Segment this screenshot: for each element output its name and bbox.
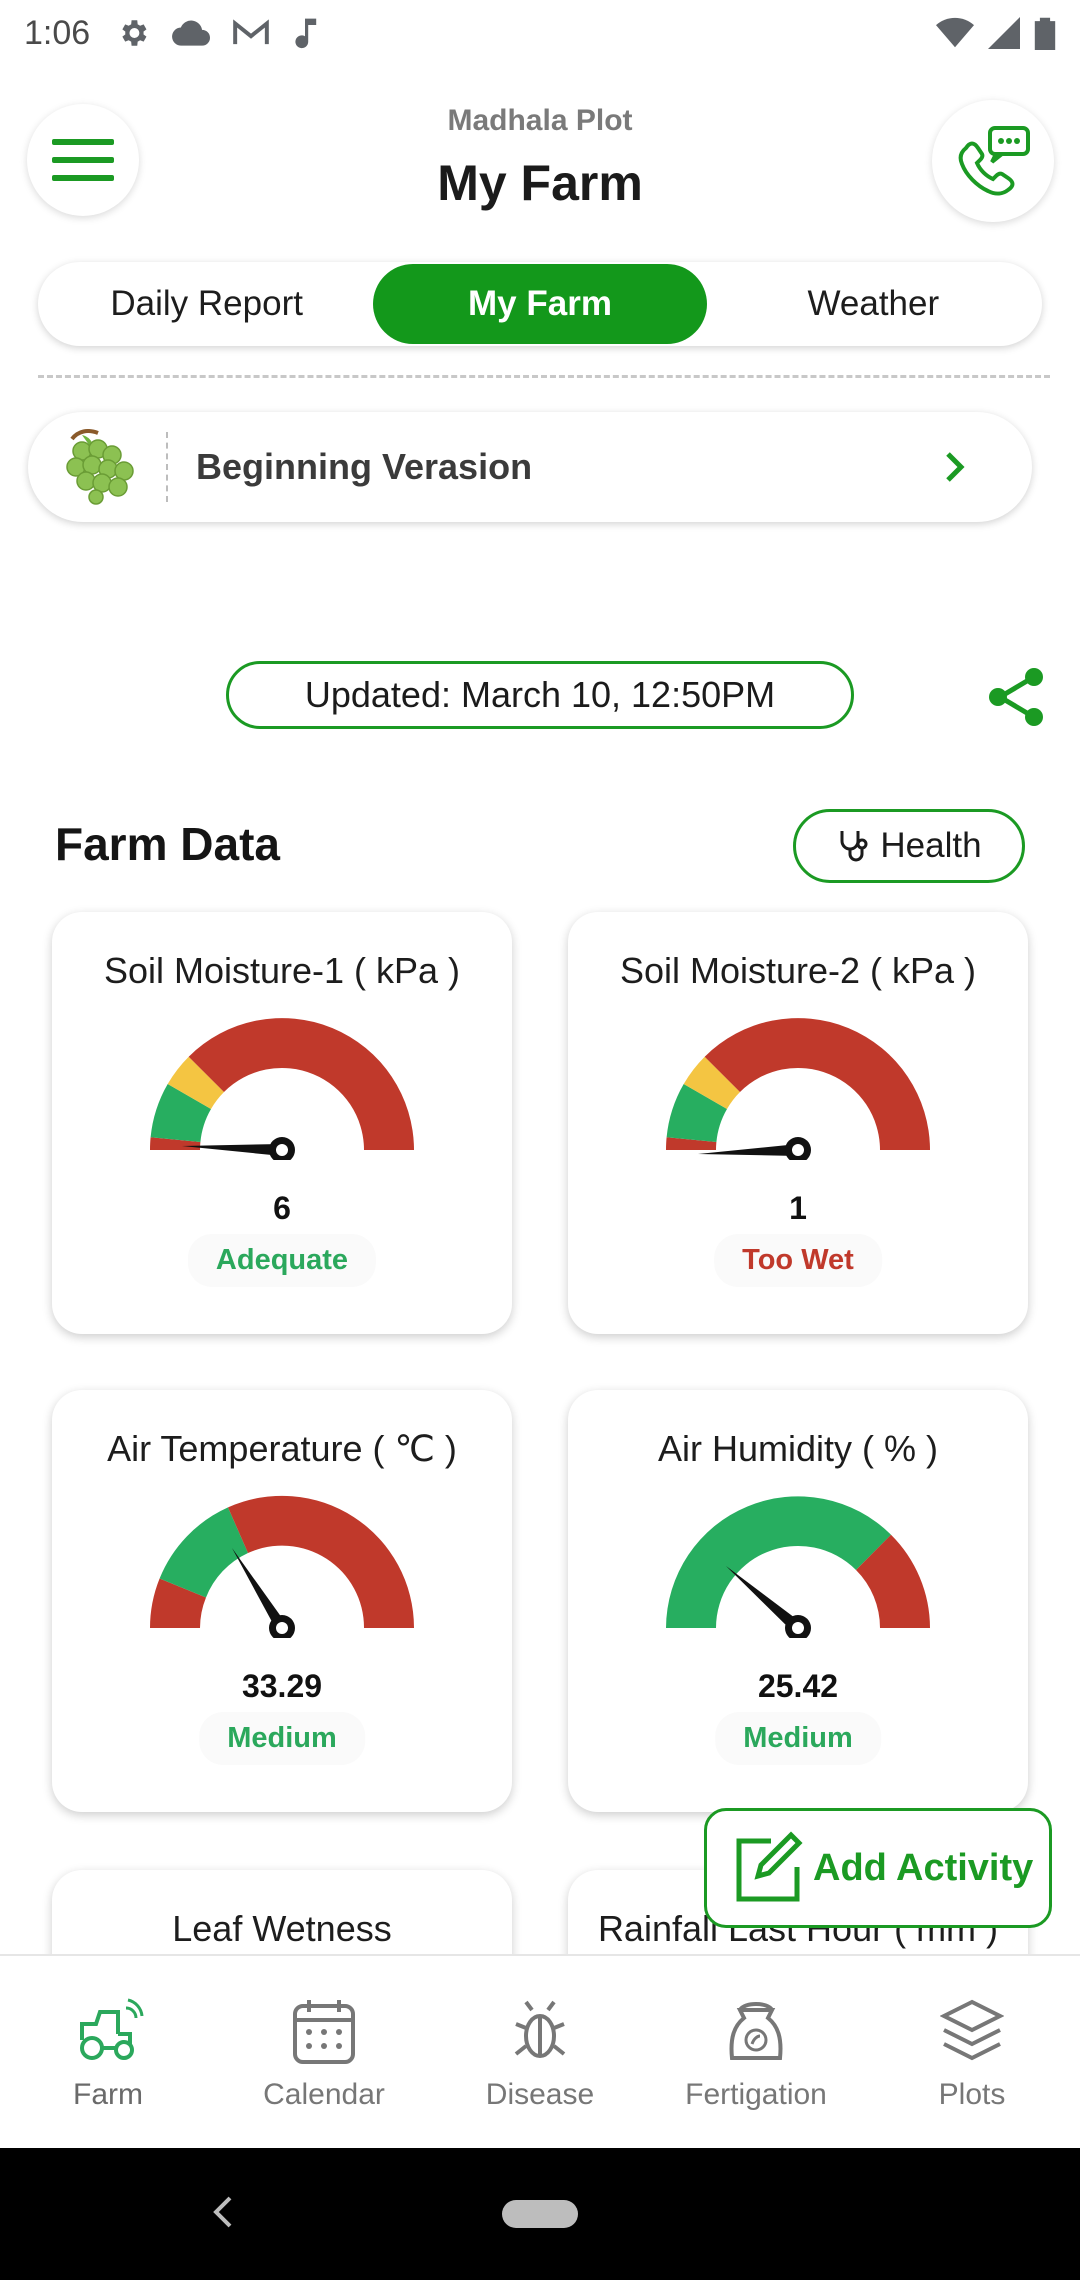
health-button[interactable]: Health (793, 809, 1025, 883)
system-navigation-bar (0, 2148, 1080, 2280)
soil-moisture-1-card[interactable]: Soil Moisture-1 ( kPa ) 6 Adequate (52, 912, 512, 1334)
health-label: Health (880, 826, 982, 865)
soil-moisture-2-card[interactable]: Soil Moisture-2 ( kPa ) 1 Too Wet (568, 912, 1028, 1334)
status-time: 1:06 (24, 13, 91, 52)
nav-label: Plots (938, 2078, 1006, 2111)
tab-my-farm[interactable]: My Farm (373, 264, 707, 344)
fertilizer-bag-icon (729, 2002, 783, 2060)
nav-label: Fertigation (685, 2078, 827, 2111)
divider (38, 375, 1050, 378)
status-bar: 1:06 (0, 0, 1080, 66)
app-header: Madhala Plot My Farm (0, 90, 1080, 230)
home-pill[interactable] (502, 2200, 578, 2228)
nav-plots[interactable]: Plots (864, 1956, 1080, 2148)
nav-label: Farm (73, 2078, 143, 2111)
card-title: Soil Moisture-2 ( kPa ) (619, 950, 977, 991)
layers-icon (940, 1999, 1004, 2061)
settings-icon (122, 20, 147, 46)
hamburger-icon (52, 139, 114, 181)
edit-icon (736, 1831, 803, 1902)
signal-icon (988, 17, 1020, 49)
air-humidity-card[interactable]: Air Humidity ( % ) 25.42 Medium (568, 1390, 1028, 1812)
card-title: Soil Moisture-1 ( kPa ) (103, 950, 461, 991)
calendar-icon (293, 2000, 355, 2064)
nav-label: Calendar (263, 2078, 385, 2111)
card-value: 6 (273, 1190, 291, 1226)
gauge-chart (665, 1018, 930, 1160)
gauge-chart (666, 1496, 930, 1638)
phone-chat-icon (958, 126, 1030, 196)
bug-icon (514, 2000, 566, 2058)
tab-daily-report[interactable]: Daily Report (110, 284, 303, 323)
card-title: Air Temperature ( ℃ ) (107, 1428, 457, 1469)
card-status: Medium (199, 1712, 365, 1765)
stethoscope-icon (840, 831, 868, 862)
battery-icon (1034, 17, 1056, 50)
card-value: 1 (789, 1190, 807, 1226)
tractor-icon (80, 1998, 144, 2060)
gauge-chart (149, 1495, 415, 1638)
gauge-chart (149, 1018, 414, 1160)
nav-fertigation[interactable]: Fertigation (648, 1956, 864, 2148)
mail-icon (233, 19, 269, 45)
cloud-icon (172, 20, 211, 46)
card-title: Leaf Wetness (172, 1908, 392, 1949)
tab-weather[interactable]: Weather (807, 284, 940, 323)
card-value: 33.29 (241, 1668, 323, 1704)
card-value: 25.42 (757, 1668, 839, 1704)
updated-timestamp: Updated: March 10, 12:50PM (226, 661, 854, 729)
wifi-icon (936, 17, 974, 48)
nav-label: Disease (485, 2078, 595, 2111)
view-tabs: Daily Report My Farm Weather (38, 262, 1042, 346)
air-temperature-card[interactable]: Air Temperature ( ℃ ) 33.29 Medium (52, 1390, 512, 1812)
bottom-nav: Farm Calendar Disease Fertigation Plots (0, 1954, 1080, 2148)
music-icon (295, 18, 317, 49)
crop-stage-card[interactable]: Beginning Verasion (28, 412, 1032, 522)
add-activity-label: Add Activity (813, 1846, 1034, 1889)
card-status: Too Wet (714, 1234, 882, 1287)
menu-button[interactable] (27, 104, 139, 216)
chevron-right-icon (946, 452, 965, 482)
plot-name: Madhala Plot (447, 104, 633, 137)
nav-disease[interactable]: Disease (432, 1956, 648, 2148)
page-title: My Farm (437, 155, 643, 211)
nav-farm[interactable]: Farm (0, 1956, 216, 2148)
crop-stage-label: Beginning Verasion (196, 446, 533, 487)
nav-calendar[interactable]: Calendar (216, 1956, 432, 2148)
add-activity-button[interactable]: Add Activity (704, 1808, 1052, 1928)
card-status: Medium (715, 1712, 881, 1765)
support-call-button[interactable] (932, 100, 1054, 222)
card-status: Adequate (187, 1234, 377, 1287)
grapes-icon (28, 429, 168, 505)
farm-data-title: Farm Data (55, 818, 280, 870)
card-title: Air Humidity ( % ) (657, 1428, 939, 1469)
share-icon[interactable] (986, 666, 1046, 728)
back-icon[interactable] (208, 2192, 238, 2232)
